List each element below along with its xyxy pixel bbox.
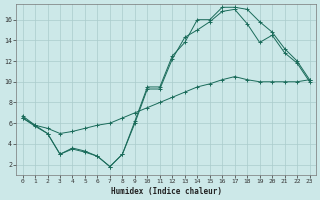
X-axis label: Humidex (Indice chaleur): Humidex (Indice chaleur) bbox=[111, 187, 221, 196]
